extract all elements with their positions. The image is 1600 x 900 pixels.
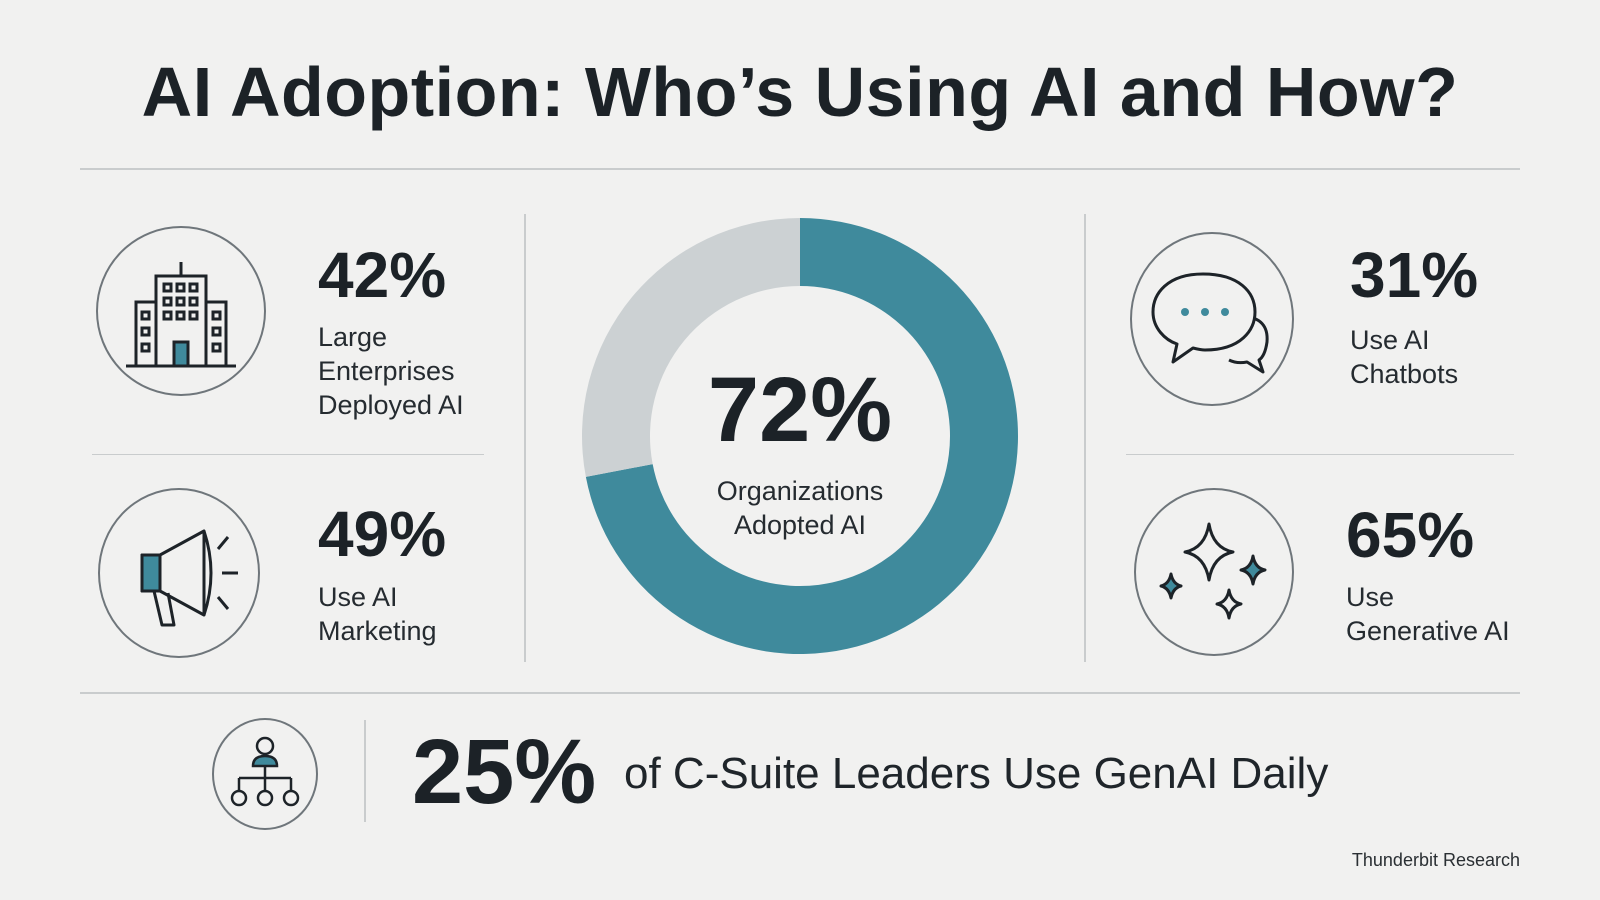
stat-value-chatbots: 31% <box>1350 239 1479 311</box>
stat-icon-circle <box>98 488 260 658</box>
stat-label-chatbots: Use AI Chatbots <box>1350 325 1459 389</box>
stat-value-generative: 65% <box>1346 499 1475 571</box>
stat-value-marketing: 49% <box>318 498 447 570</box>
bottom-divider <box>80 692 1520 694</box>
bottom-icon-circle <box>212 718 318 830</box>
page-title: AI Adoption: Who’s Using AI and How? <box>141 53 1459 131</box>
right-row-divider <box>1126 454 1514 455</box>
stat-label-generative: Use Generative AI <box>1346 582 1510 646</box>
stat-value-enterprises: 42% <box>318 239 447 311</box>
donut-slice-remainder <box>582 218 800 477</box>
top-divider <box>80 168 1520 170</box>
stat-icon-circle <box>1130 232 1294 406</box>
stat-icon-circle <box>96 226 266 396</box>
bottom-stat-label: of C-Suite Leaders Use GenAI Daily <box>624 749 1329 798</box>
org-chart-icon <box>230 736 300 807</box>
stat-label-marketing: Use AI Marketing <box>318 582 437 646</box>
right-column-divider <box>1084 214 1086 662</box>
donut-svg <box>582 218 1018 654</box>
left-column-divider <box>524 214 526 662</box>
donut-center-value: 72% <box>707 359 893 461</box>
bottom-vertical-divider <box>364 720 366 822</box>
stat-icon-circle <box>1134 488 1294 656</box>
donut-center-label: Organizations Adopted AI <box>716 476 884 540</box>
building-icon <box>126 262 236 368</box>
source-credit: Thunderbit Research <box>1351 850 1520 870</box>
left-row-divider <box>92 454 484 455</box>
megaphone-icon <box>140 529 238 627</box>
chat-bubbles-icon <box>1151 272 1269 374</box>
donut-slice-adopted <box>585 218 1018 654</box>
donut-chart: 72% Organizations Adopted AI <box>580 206 1020 666</box>
stat-label-enterprises: Large Enterprises Deployed AI <box>318 322 464 420</box>
sparkles-icon <box>1159 522 1267 620</box>
bottom-stat-value: 25% <box>412 721 597 823</box>
